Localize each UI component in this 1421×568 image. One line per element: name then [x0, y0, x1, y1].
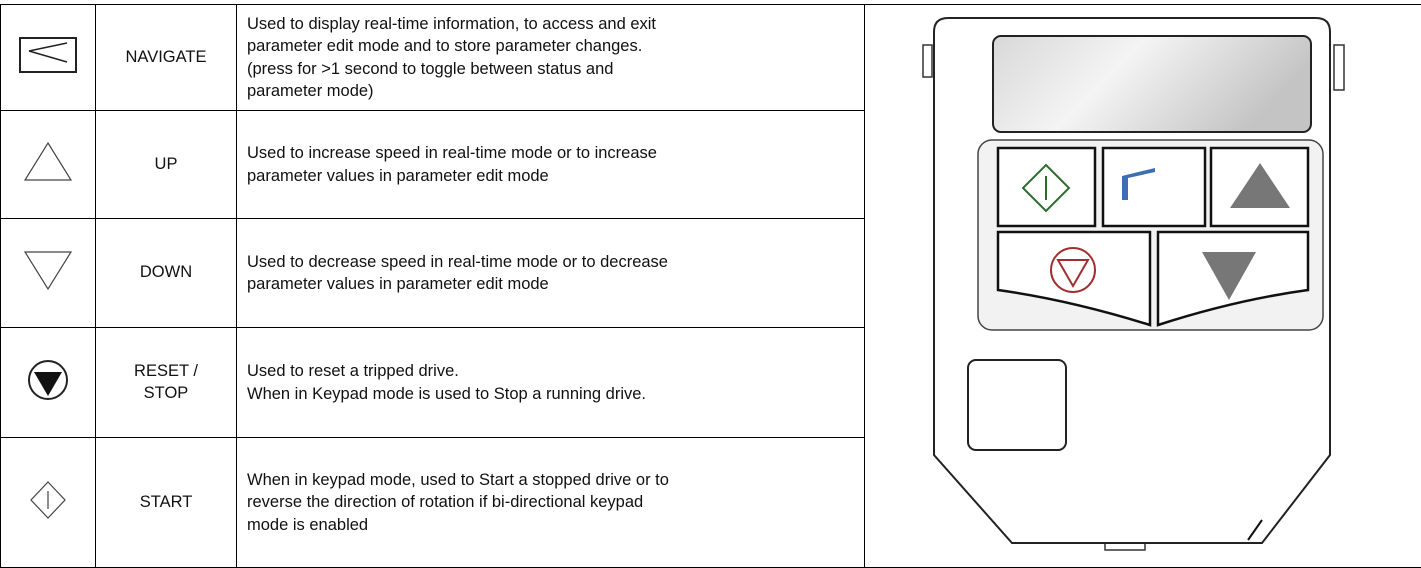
description-line: Used to decrease speed in real-time mode… — [247, 252, 668, 271]
table-row: RESET / STOP Used to reset a tripped driv… — [0, 327, 1421, 438]
key-description-cell: Used to reset a tripped drive. When in Ke… — [236, 327, 865, 438]
description-line: (press for >1 second to toggle between s… — [247, 59, 614, 78]
description-line: Used to display real-time information, t… — [247, 14, 657, 33]
key-icon — [23, 141, 73, 181]
key-icon — [19, 37, 77, 73]
key-name: START — [95, 437, 237, 568]
description-line: parameter edit mode and to store paramet… — [247, 37, 643, 56]
description-line: parameter values in parameter edit mode — [247, 275, 549, 293]
description-line: parameter values in parameter edit mode — [247, 166, 549, 185]
key-description-cell: Used to display real-time information, t… — [236, 4, 865, 111]
description-line: reverse the direction of rotation if bi-… — [247, 493, 644, 512]
key-name: DOWN — [95, 218, 237, 328]
key-icon-cell — [0, 327, 96, 438]
description-line: Used to reset a tripped drive. — [247, 362, 459, 381]
table-row: DOWN Used to decrease speed in real-time … — [0, 218, 1421, 328]
key-description-cell: Used to decrease speed in real-time mode… — [236, 218, 865, 328]
description-line: mode is enabled — [247, 515, 369, 534]
description-line: When in Keypad mode is used to Stop a ru… — [247, 384, 646, 403]
key-icon-cell — [0, 4, 96, 111]
key-icon — [23, 250, 73, 290]
key-icon-cell — [0, 110, 96, 219]
table-row: START When in keypad mode, used to Start … — [0, 437, 1421, 568]
key-icon — [28, 360, 68, 400]
key-name: UP — [95, 110, 237, 219]
description-line: parameter mode) — [247, 81, 374, 100]
description-line: Used to increase speed in real-time mode… — [247, 144, 657, 163]
key-description-cell: When in keypad mode, used to Start a sto… — [236, 437, 865, 568]
key-icon-cell — [0, 437, 96, 568]
key-icon-cell — [0, 218, 96, 328]
description-line: When in keypad mode, used to Start a sto… — [247, 471, 669, 490]
key-name: NAVIGATE — [95, 4, 237, 111]
key-icon — [30, 481, 66, 519]
key-name: RESET / STOP — [95, 327, 237, 438]
